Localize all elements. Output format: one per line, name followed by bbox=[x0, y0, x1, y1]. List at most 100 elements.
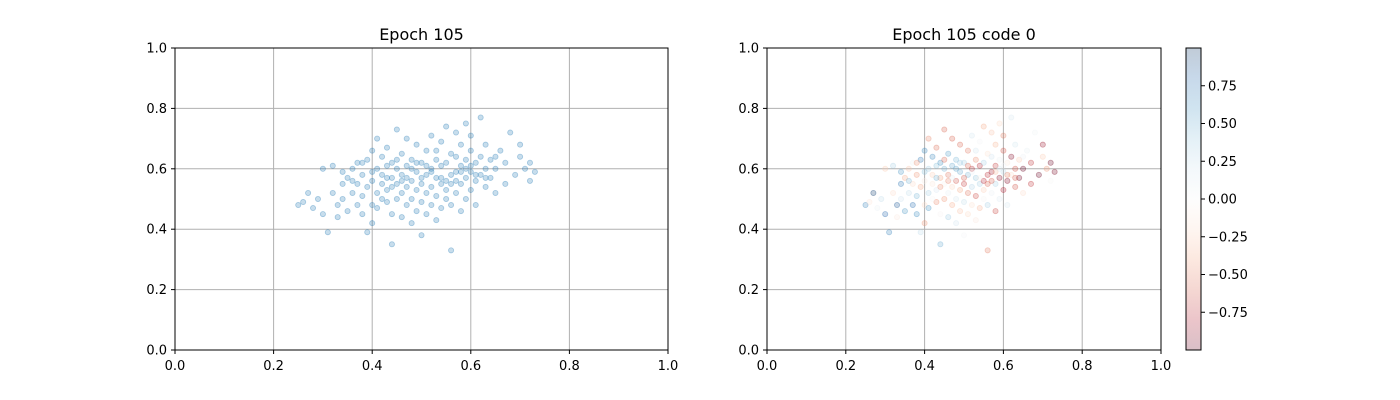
left-chart-point bbox=[477, 114, 484, 121]
left-chart-point bbox=[428, 183, 435, 190]
left-chart-point bbox=[393, 126, 400, 133]
right-chart-point bbox=[972, 156, 979, 163]
right-chart-x-tick-label: 0.6 bbox=[993, 359, 1014, 374]
left-chart-point bbox=[497, 147, 504, 154]
right-chart-point bbox=[953, 220, 960, 227]
left-chart-point bbox=[448, 180, 455, 187]
left-chart-point bbox=[383, 144, 390, 151]
left-chart-point bbox=[448, 202, 455, 209]
left-chart-point bbox=[438, 205, 445, 212]
right-chart-point bbox=[957, 141, 964, 148]
right-chart-point bbox=[996, 165, 1003, 172]
left-chart-point bbox=[418, 180, 425, 187]
left-chart-point bbox=[448, 171, 455, 178]
right-chart-point bbox=[992, 208, 999, 215]
left-chart-point bbox=[364, 156, 371, 163]
colorbar-tick-label: −0.50 bbox=[1208, 268, 1248, 283]
right-chart-point bbox=[1012, 141, 1019, 148]
right-chart-point bbox=[913, 211, 920, 218]
right-chart-point bbox=[886, 229, 893, 236]
left-chart-point bbox=[339, 180, 346, 187]
colorbar-tick-label: 0.00 bbox=[1208, 193, 1237, 208]
left-chart-point bbox=[472, 159, 479, 166]
right-chart-point bbox=[894, 202, 901, 209]
left-chart-point bbox=[398, 177, 405, 184]
left-chart-point bbox=[403, 183, 410, 190]
left-chart-point bbox=[364, 229, 371, 236]
right-chart-point bbox=[937, 241, 944, 248]
right-chart-point bbox=[964, 211, 971, 218]
right-chart-point bbox=[1024, 147, 1031, 154]
right-chart-point bbox=[992, 168, 999, 175]
right-chart-point bbox=[961, 159, 968, 166]
left-chart-point bbox=[448, 247, 455, 254]
left-chart-point bbox=[443, 159, 450, 166]
right-chart-point bbox=[957, 168, 964, 175]
left-chart-point bbox=[487, 156, 494, 163]
right-chart-point bbox=[1039, 153, 1046, 160]
right-chart-point bbox=[933, 186, 940, 193]
left-chart-y-tick-label: 0.2 bbox=[146, 283, 167, 298]
left-chart-point bbox=[433, 147, 440, 154]
left-chart-point bbox=[324, 229, 331, 236]
left-chart-point bbox=[398, 214, 405, 221]
left-chart-point bbox=[354, 202, 361, 209]
right-chart-point bbox=[897, 168, 904, 175]
left-chart-point bbox=[482, 174, 489, 181]
right-chart-point bbox=[964, 171, 971, 178]
left-chart-point bbox=[492, 153, 499, 160]
colorbar-tick-label: 0.25 bbox=[1208, 155, 1237, 170]
right-chart-point bbox=[968, 168, 975, 175]
right-chart-point bbox=[1039, 141, 1046, 148]
left-chart-point bbox=[457, 180, 464, 187]
right-chart-point bbox=[905, 189, 912, 196]
left-chart-point bbox=[319, 165, 326, 172]
right-chart-point bbox=[1020, 153, 1027, 160]
right-chart-point bbox=[988, 153, 995, 160]
right-chart-point bbox=[984, 180, 991, 187]
left-chart-point bbox=[433, 174, 440, 181]
right-chart-point bbox=[968, 202, 975, 209]
right-chart-point bbox=[917, 156, 924, 163]
right-chart-point bbox=[949, 135, 956, 142]
right-chart-point bbox=[972, 147, 979, 154]
left-chart-point bbox=[477, 153, 484, 160]
left-chart-point bbox=[457, 141, 464, 148]
right-chart-point bbox=[913, 171, 920, 178]
right-chart-point bbox=[1027, 159, 1034, 166]
left-chart-point bbox=[438, 138, 445, 145]
colorbar-tick-label: 0.75 bbox=[1208, 79, 1237, 94]
right-chart-point bbox=[1008, 114, 1015, 121]
right-chart-point bbox=[996, 195, 1003, 202]
left-chart-points bbox=[295, 114, 538, 254]
left-chart-point bbox=[369, 147, 376, 154]
right-chart-point bbox=[1004, 177, 1011, 184]
left-chart-point bbox=[349, 165, 356, 172]
colorbar-ticks: 0.75 0.50 0.25 0.00 −0.25 −0.50 −0.75 bbox=[1201, 79, 1248, 321]
left-chart-point bbox=[467, 162, 474, 169]
right-chart-point bbox=[917, 183, 924, 190]
left-chart-grid bbox=[174, 47, 669, 351]
left-chart-point bbox=[482, 183, 489, 190]
right-chart-point bbox=[901, 208, 908, 215]
left-chart-point bbox=[403, 202, 410, 209]
right-chart-point bbox=[941, 195, 948, 202]
right-chart-point bbox=[961, 199, 968, 206]
right-chart-point bbox=[933, 162, 940, 169]
right-chart-point bbox=[984, 247, 991, 254]
right-chart-point bbox=[933, 199, 940, 206]
left-chart-point bbox=[492, 165, 499, 172]
left-chart-frame bbox=[174, 47, 669, 351]
left-chart-x-tick-label: 0.4 bbox=[362, 359, 383, 374]
left-chart-point bbox=[383, 186, 390, 193]
left-chart-point bbox=[477, 171, 484, 178]
right-chart-point bbox=[913, 159, 920, 166]
left-chart-point bbox=[388, 241, 395, 248]
left-chart-point bbox=[472, 202, 479, 209]
left-chart-y-tick-label: 0.0 bbox=[146, 344, 167, 359]
left-chart-y-tick-label: 0.8 bbox=[146, 102, 167, 117]
right-chart-point bbox=[972, 174, 979, 181]
left-chart-point bbox=[339, 195, 346, 202]
right-chart-point bbox=[968, 183, 975, 190]
